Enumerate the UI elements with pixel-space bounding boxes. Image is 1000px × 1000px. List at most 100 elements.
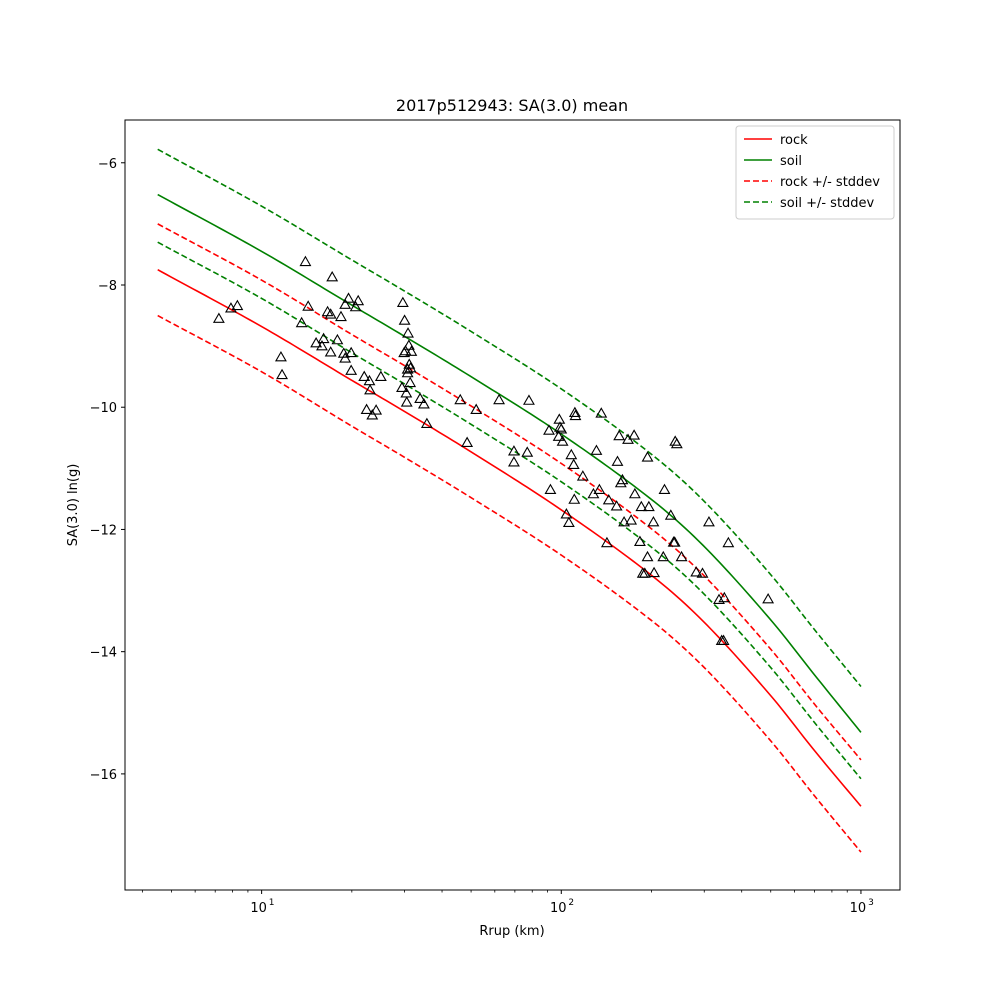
x-tick-exponent: 2 xyxy=(568,898,574,908)
chart-title: 2017p512943: SA(3.0) mean xyxy=(396,96,628,115)
data-point xyxy=(326,270,339,282)
data-point xyxy=(625,514,638,525)
data-point xyxy=(690,566,703,577)
data-point xyxy=(702,516,715,527)
data-point xyxy=(324,308,337,319)
y-tick-label: −16 xyxy=(90,768,117,783)
data-point xyxy=(576,470,589,481)
data-point xyxy=(521,446,534,457)
data-point xyxy=(470,403,483,414)
data-point xyxy=(396,296,409,308)
plot-layer xyxy=(157,148,862,853)
data-point xyxy=(560,508,573,519)
data-point xyxy=(403,358,416,369)
data-point xyxy=(231,299,244,311)
data-point xyxy=(657,550,670,562)
data-point xyxy=(556,435,569,446)
legend-label: soil +/- stddev xyxy=(780,196,875,211)
data-point xyxy=(414,392,427,403)
data-point xyxy=(668,536,681,547)
series-line-soil-stddev-4 xyxy=(157,148,862,688)
series-line-rock-0 xyxy=(157,269,862,807)
data-point xyxy=(638,567,651,578)
series-line-soil-1 xyxy=(157,193,862,733)
data-point xyxy=(544,483,557,495)
data-point xyxy=(717,634,730,645)
legend-label: rock xyxy=(780,133,808,148)
data-point xyxy=(664,509,677,520)
data-point xyxy=(628,429,641,440)
data-point xyxy=(675,550,688,562)
x-axis-label: Rrup (km) xyxy=(479,924,544,939)
data-point xyxy=(299,255,312,267)
data-point xyxy=(565,448,578,460)
data-point xyxy=(212,312,225,323)
x-tick-label: 10 xyxy=(250,901,267,916)
data-point xyxy=(370,404,383,415)
data-point xyxy=(352,294,365,306)
data-point xyxy=(648,566,661,578)
data-point xyxy=(507,445,520,456)
data-point xyxy=(552,430,565,441)
legend: rock soil rock +/- stddev soil +/- stddev xyxy=(735,125,895,220)
data-point xyxy=(618,516,631,527)
data-point xyxy=(404,376,417,388)
data-point xyxy=(718,591,731,603)
data-point xyxy=(402,327,414,338)
y-axis-label: SA(3.0) ln(g) xyxy=(66,464,81,547)
data-point xyxy=(616,473,629,485)
data-point xyxy=(337,347,350,358)
data-point xyxy=(420,417,433,429)
data-point xyxy=(316,340,328,351)
data-point xyxy=(567,458,580,469)
data-point xyxy=(317,332,330,344)
data-point xyxy=(713,593,725,605)
data-point xyxy=(335,310,347,322)
data-point xyxy=(670,437,683,449)
data-point xyxy=(602,494,615,505)
data-point xyxy=(642,500,655,512)
data-point xyxy=(611,455,624,466)
x-tick-label: 10 xyxy=(550,901,567,916)
data-point xyxy=(360,403,373,414)
data-point xyxy=(345,364,358,375)
data-point xyxy=(507,456,520,467)
data-point xyxy=(722,536,735,548)
data-point xyxy=(405,345,418,356)
data-point xyxy=(543,424,555,435)
data-point xyxy=(345,346,358,358)
data-point xyxy=(274,351,287,362)
legend-label: rock +/- stddev xyxy=(780,175,880,190)
data-point xyxy=(364,384,376,395)
plot-frame xyxy=(124,119,901,891)
series-line-rock-stddev-2 xyxy=(157,223,862,761)
data-point xyxy=(523,394,535,405)
data-point xyxy=(358,370,371,381)
data-point xyxy=(633,535,646,546)
y-tick-label: −6 xyxy=(98,157,117,172)
y-tick-label: −10 xyxy=(90,401,117,416)
legend-box xyxy=(735,125,895,220)
data-point xyxy=(600,536,613,548)
data-point xyxy=(398,314,411,325)
y-tick-label: −14 xyxy=(90,646,117,661)
data-point xyxy=(568,406,581,418)
data-point xyxy=(331,333,344,345)
data-point xyxy=(658,483,671,495)
data-point xyxy=(461,436,474,447)
x-tick-label: 10 xyxy=(850,901,867,916)
data-point xyxy=(324,346,337,357)
data-point xyxy=(342,292,355,303)
x-tick-exponent: 3 xyxy=(868,898,874,908)
data-point xyxy=(302,300,315,311)
data-point xyxy=(628,487,641,499)
series-line-soil-stddev-5 xyxy=(157,241,862,780)
data-point xyxy=(568,493,581,504)
data-point xyxy=(569,409,582,421)
data-point xyxy=(641,550,654,562)
data-point xyxy=(696,567,709,578)
data-point xyxy=(399,344,412,356)
data-point xyxy=(762,593,775,604)
